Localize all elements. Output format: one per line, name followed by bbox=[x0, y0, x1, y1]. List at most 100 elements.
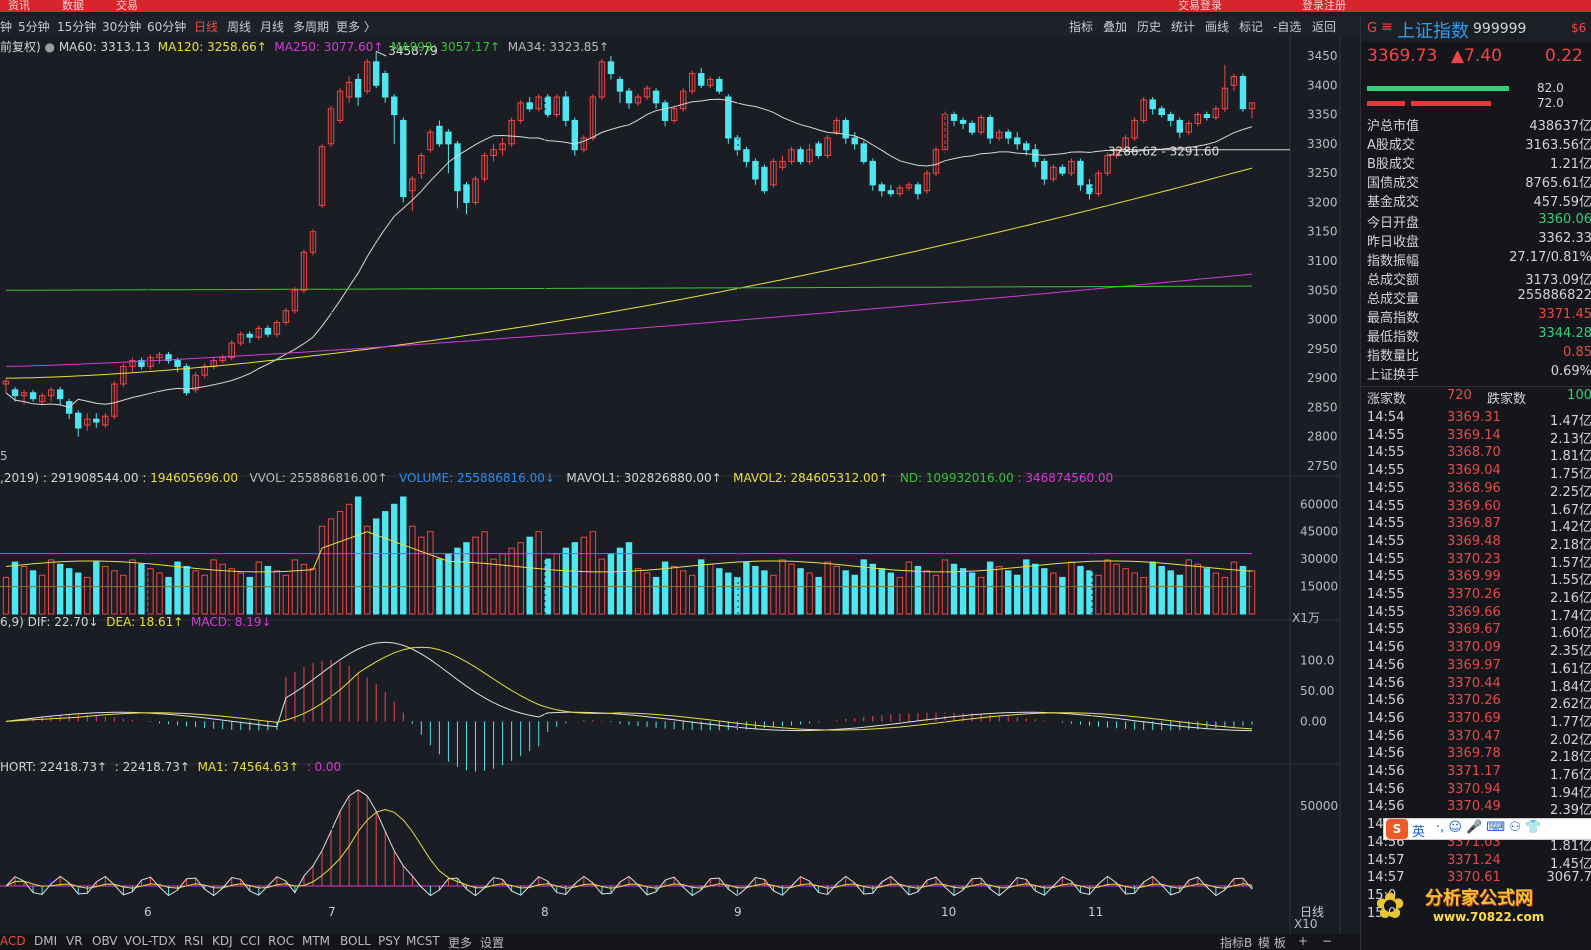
candle-body bbox=[1176, 119, 1183, 133]
tool-overlay[interactable]: 叠加 bbox=[1103, 20, 1128, 34]
tool-history[interactable]: 历史 bbox=[1137, 20, 1162, 34]
volume-bar bbox=[472, 536, 479, 615]
tick-amount: 1.81亿 bbox=[1550, 449, 1591, 465]
down-count: 100 bbox=[1567, 388, 1591, 403]
tool-stats[interactable]: 统计 bbox=[1171, 20, 1196, 34]
ime-logo-icon[interactable]: S bbox=[1386, 819, 1408, 839]
tool-mark[interactable]: 标记 bbox=[1239, 20, 1264, 34]
zoom-out-button[interactable]: − bbox=[1322, 934, 1333, 948]
tab-15min[interactable]: 15分钟 bbox=[57, 20, 97, 34]
ime-punct-icon[interactable]: ·, ☺ 🎤 ⌨ ⚇ 👕 bbox=[1436, 820, 1542, 835]
candle-body bbox=[553, 96, 560, 116]
tick-amount: 1.57亿 bbox=[1550, 555, 1591, 571]
candle-body bbox=[327, 108, 335, 145]
tab-ind-voltdx[interactable]: VOL-TDX bbox=[124, 934, 176, 948]
volume-bar bbox=[634, 568, 642, 615]
menu-icon[interactable]: ≡ bbox=[1381, 19, 1393, 35]
macd-dea: DEA: 18.61↑ bbox=[106, 615, 184, 629]
tab-ind-mtm[interactable]: MTM bbox=[302, 934, 331, 948]
tab-minute[interactable]: 钟 bbox=[0, 20, 13, 34]
candle-body bbox=[138, 360, 145, 367]
candle-body bbox=[436, 125, 443, 145]
kline-chart[interactable]: 3450 3400 3350 3300 3250 3200 3150 3100 3050 3000… bbox=[0, 36, 1360, 934]
quote-code: 999999 bbox=[1473, 21, 1527, 37]
tick-row: 14:56 3371.17 1.76亿 bbox=[1367, 764, 1591, 783]
candle-body bbox=[1167, 114, 1174, 121]
tick-price: 3370.44 bbox=[1447, 675, 1501, 691]
tab-ind-rsi[interactable]: RSI bbox=[184, 934, 204, 948]
candle-body bbox=[1203, 114, 1211, 118]
candle-body bbox=[372, 61, 380, 86]
candle-body bbox=[914, 184, 922, 195]
menu-trade[interactable]: 交易 bbox=[116, 0, 138, 12]
tab-more[interactable]: 更多 〉 bbox=[336, 20, 376, 34]
zoom-in-button[interactable]: + bbox=[1298, 934, 1309, 948]
tab-ind-boll[interactable]: BOLL bbox=[340, 934, 371, 948]
tick-row: 14:56 3370.49 2.39亿 bbox=[1367, 799, 1591, 818]
tab-ind-macd[interactable]: ACD bbox=[0, 934, 26, 948]
tick-time: 14:55 bbox=[1367, 587, 1405, 602]
macd-value: MACD: 8.19↓ bbox=[190, 615, 272, 629]
ma-toggle-icon[interactable]: ● bbox=[44, 40, 59, 54]
volume-bar bbox=[228, 568, 235, 615]
tab-ind-settings[interactable]: 设置 bbox=[480, 936, 505, 950]
tab-ind-kdj[interactable]: KDJ bbox=[212, 934, 233, 948]
tick-amount: 2.62亿 bbox=[1550, 697, 1591, 713]
tab-multi-period[interactable]: 多周期 bbox=[293, 20, 330, 34]
ime-lang[interactable]: 英 bbox=[1412, 825, 1426, 840]
candle-body bbox=[968, 122, 976, 133]
menu-data[interactable]: 数据 bbox=[62, 0, 84, 12]
tab-ind-cci[interactable]: CCI bbox=[240, 934, 261, 948]
tool-indicator[interactable]: 指标 bbox=[1069, 20, 1094, 34]
candle-body bbox=[418, 155, 425, 174]
tab-30min[interactable]: 30分钟 bbox=[102, 20, 142, 34]
tick-price: 3370.23 bbox=[1447, 551, 1501, 567]
ime-toolbar[interactable]: S 英 ·, ☺ 🎤 ⌨ ⚇ 👕 bbox=[1383, 818, 1591, 840]
volume-bar bbox=[842, 570, 849, 615]
template-button[interactable]: 模 板 bbox=[1258, 936, 1286, 950]
tab-60min[interactable]: 60分钟 bbox=[147, 20, 187, 34]
candle-body bbox=[255, 327, 263, 338]
tab-ind-roc[interactable]: ROC bbox=[268, 934, 295, 948]
candle-body bbox=[851, 137, 858, 145]
tab-ind-obv[interactable]: OBV bbox=[92, 934, 118, 948]
price-axis-label: 3400 bbox=[1307, 78, 1338, 92]
menu-login-register[interactable]: 登录注册 bbox=[1302, 0, 1346, 12]
candle-body bbox=[589, 96, 597, 139]
menu-trade-login[interactable]: 交易登录 bbox=[1178, 0, 1222, 12]
stat-label: 基金成交 bbox=[1367, 195, 1420, 210]
tab-ind-dmi[interactable]: DMI bbox=[34, 934, 58, 948]
short-axis-label: 50000 bbox=[1300, 799, 1338, 813]
candle-body bbox=[743, 149, 750, 162]
divider bbox=[1361, 386, 1591, 387]
volume-bar bbox=[174, 561, 181, 615]
tick-row: 14:55 3370.26 2.16亿 bbox=[1367, 587, 1591, 606]
month-label: 8 bbox=[541, 905, 549, 919]
candle-body bbox=[860, 143, 867, 162]
volume-bar bbox=[363, 525, 371, 615]
candle-body bbox=[481, 155, 488, 180]
vol-axis-label: 30000 bbox=[1300, 552, 1338, 566]
tool-back[interactable]: 返回 bbox=[1312, 20, 1337, 34]
indicator-b-button[interactable]: 指标B bbox=[1220, 936, 1253, 950]
candle-body bbox=[20, 392, 28, 397]
tool-watchlist[interactable]: -自选 bbox=[1273, 20, 1302, 34]
volume-bar bbox=[11, 561, 19, 615]
candle-body bbox=[111, 383, 118, 417]
tab-ind-psy[interactable]: PSY bbox=[378, 934, 401, 948]
stat-label: 上证换手 bbox=[1367, 368, 1420, 383]
volume-bar bbox=[725, 572, 732, 615]
tab-weekly[interactable]: 周线 bbox=[227, 20, 252, 34]
tab-ind-mcst[interactable]: MCST bbox=[406, 934, 440, 948]
tab-ind-vr[interactable]: VR bbox=[66, 934, 83, 948]
tab-ind-more[interactable]: 更多 bbox=[448, 936, 473, 950]
tool-draw-line[interactable]: 画线 bbox=[1205, 20, 1230, 34]
tab-daily[interactable]: 日线 bbox=[194, 20, 219, 34]
candle-body bbox=[336, 90, 344, 121]
tick-price: 3369.48 bbox=[1447, 533, 1501, 549]
menu-news[interactable]: 资讯 bbox=[8, 0, 30, 12]
tab-monthly[interactable]: 月线 bbox=[260, 20, 285, 34]
tick-row: 14:56 3370.09 2.35亿 bbox=[1367, 640, 1591, 659]
tab-5min[interactable]: 5分钟 bbox=[18, 20, 50, 34]
tick-price: 3369.99 bbox=[1447, 569, 1501, 585]
